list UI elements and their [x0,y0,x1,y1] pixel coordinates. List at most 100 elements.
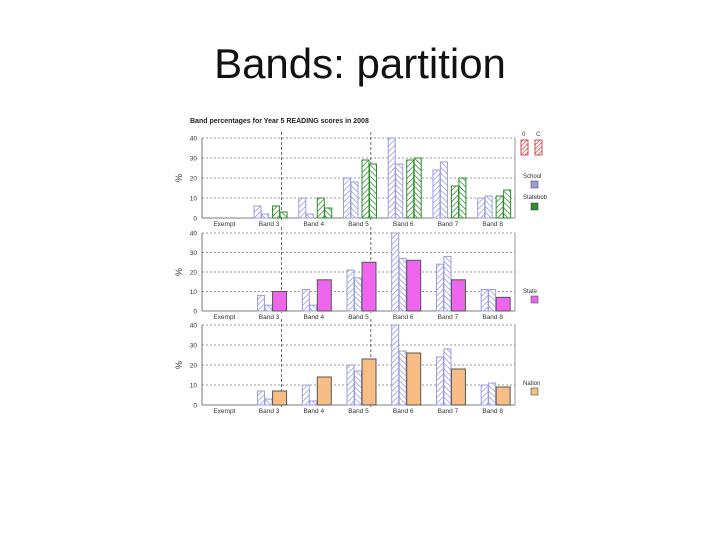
x-tick-label: Band 4 [303,408,324,415]
y-tick-label: 30 [190,343,198,350]
bar-compare-a [272,205,281,219]
bar-compare-b [458,177,467,219]
bar-compare-b [324,207,333,219]
bar-school-b [488,289,497,312]
bar-school-b [261,213,270,219]
bar-school-a [253,205,262,219]
bar-compare-a [316,197,325,219]
x-tick-label: Band 6 [393,314,414,321]
bar-school-a [480,384,489,406]
chart-title: Band percentages for Year 5 READING scor… [190,118,369,125]
x-tick-label: Band 3 [259,221,280,228]
x-tick-label: Exempt [213,314,235,321]
key-label-1: C [536,132,541,138]
panel-top: 0 10 20 30 40% Exempt Band 3 Band 4 Band 5 Band 6… [174,132,548,228]
bar-compare [272,390,288,406]
x-tick-label: Exempt [213,408,235,415]
x-tick-label: Band 5 [348,314,369,321]
bar-school-a [435,263,444,312]
bar-school-a [432,169,441,219]
bar-school-b [395,163,404,219]
y-tick-label: 0 [193,309,197,316]
bar-school-b [484,195,493,219]
bar-school-a [346,269,355,312]
bar-compare-a [450,185,459,219]
x-tick-label: Band 3 [259,408,280,415]
y-tick-label: 20 [190,363,198,370]
key-label-0: 0 [522,132,526,138]
bar-school-a [301,384,310,406]
bar-school-b [354,277,362,312]
bar-school-b [309,304,318,312]
bar-school-b [305,213,314,219]
bar-compare [450,279,466,312]
bar-school-b [443,255,452,312]
bar-compare [316,279,332,312]
panel-bot: 0 10 20 30 40% Exempt Band 3 Band 4 Band 5 Band 6… [174,319,540,415]
legend-swatch-statebob [530,202,539,211]
legend-label: Statebob [523,195,548,201]
x-tick-label: Band 3 [259,314,280,321]
key-swatch-red-1 [534,139,543,156]
bar-compare [495,386,511,406]
bar-school-a [480,289,489,312]
bar-school-b [264,304,273,312]
y-tick-label: 40 [190,323,198,330]
legend-swatch-state [530,295,539,304]
bar-compare [450,368,466,406]
bar-school-b [439,161,448,219]
x-tick-label: Band 5 [348,221,369,228]
legend-label: State [523,289,538,295]
bar-school-a [343,177,351,219]
bar-compare [272,291,288,312]
bar-compare-b [279,211,288,219]
x-tick-label: Band 5 [348,408,369,415]
bar-school-a [346,364,355,406]
bar-school-a [435,356,444,406]
bar-school-b [354,370,362,406]
bar-school-a [387,137,396,219]
bar-compare-b [503,189,512,219]
bar-school-b [309,400,318,406]
y-axis-label: % [174,361,184,369]
key-swatch-red-0 [520,139,529,156]
bar-compare-a [495,195,504,219]
bar-school-a [257,294,266,312]
bar-school-b [488,382,497,406]
bar-compare [406,259,422,312]
y-tick-label: 0 [193,216,197,223]
panel-mid: 0 10 20 30 40% Exempt Band 3 Band 4 Band 5 Band 6… [174,227,539,321]
y-tick-label: 10 [190,289,198,296]
bar-school-a [391,324,400,406]
y-axis-label: % [174,268,184,276]
bar-school-b [398,350,407,406]
x-tick-label: Band 4 [303,221,324,228]
y-tick-label: 10 [190,383,198,390]
x-tick-label: Band 8 [482,221,503,228]
y-tick-label: 30 [190,250,198,257]
legend-label: School [523,174,541,180]
y-tick-label: 10 [190,196,198,203]
x-tick-label: Band 8 [482,314,503,321]
bar-school-a [477,197,486,219]
bar-compare [316,376,332,406]
bar-compare [406,352,422,406]
bar-compare-b [413,157,422,219]
y-axis-label: % [174,174,184,182]
bar-school-b [264,398,273,406]
y-tick-label: 20 [190,176,198,183]
x-tick-label: Band 7 [438,408,459,415]
x-tick-label: Band 6 [393,408,414,415]
bar-school-a [257,390,266,406]
bar-compare-b [369,163,377,219]
y-tick-label: 20 [190,270,198,277]
legend-label: Nation [523,381,540,387]
y-tick-label: 40 [190,136,198,143]
bar-compare [361,358,377,406]
bar-compare-a [361,159,370,219]
bar-compare [361,261,377,312]
bar-compare-a [406,159,415,219]
y-tick-label: 40 [190,231,198,238]
bar-school-a [301,289,310,312]
bar-compare [495,296,511,312]
